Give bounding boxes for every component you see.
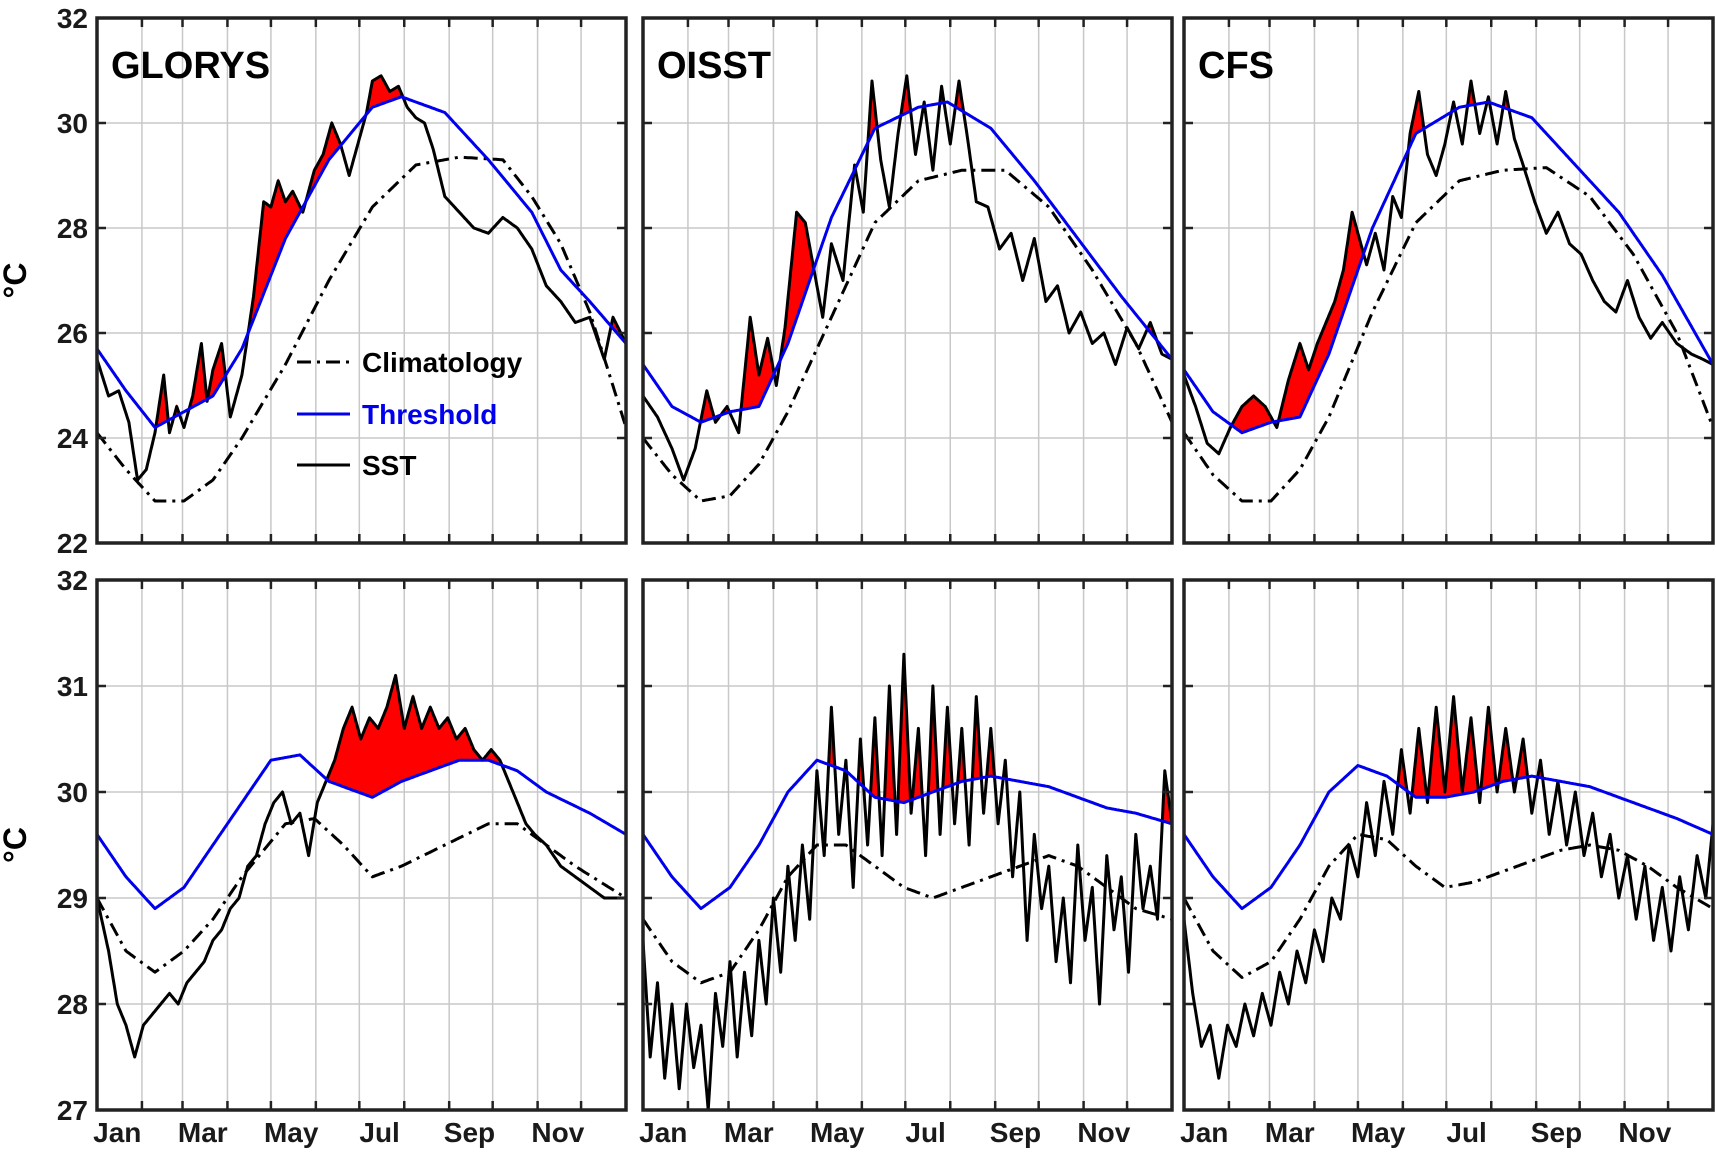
plot-frame	[1182, 578, 1715, 1112]
plot-frame	[1182, 16, 1715, 545]
y-axis-label: °C	[0, 827, 33, 863]
panel-row1-col2: Jan Mar May Jul Sep Nov	[1180, 578, 1715, 1148]
y-tick-label: 32	[57, 565, 88, 596]
grid	[643, 18, 1172, 543]
sst-line	[643, 74, 1172, 482]
grid	[643, 580, 1172, 1110]
x-tick-label: Nov	[531, 1117, 584, 1148]
x-tick-label: Jul	[359, 1117, 399, 1148]
legend: Climatology Threshold SST	[297, 347, 523, 481]
ticks	[1182, 578, 1713, 1112]
x-tick-label: May	[1351, 1117, 1406, 1148]
ticks	[641, 578, 1172, 1112]
threshold-line	[643, 100, 1172, 424]
panel-glorys: 22 24 26 28 30 32 °C GLORYS Climatology Threshold…	[0, 3, 628, 559]
x-tick-label: Mar	[178, 1117, 228, 1148]
x-tick-label: Mar	[1265, 1117, 1315, 1148]
y-tick-label: 30	[57, 108, 88, 139]
sst-line	[1184, 695, 1713, 1080]
panel-title: OISST	[657, 45, 771, 87]
y-tick-label: 30	[57, 777, 88, 808]
x-tick-label: May	[810, 1117, 865, 1148]
legend-label-thr: Threshold	[362, 399, 497, 430]
y-tick-label: 26	[57, 318, 88, 349]
panel-oisst: OISST	[641, 16, 1174, 545]
threshold-line	[1184, 764, 1713, 911]
event-fill-group	[326, 675, 503, 799]
x-tick-label: Jan	[1180, 1117, 1228, 1148]
x-tick-label: Sep	[1531, 1117, 1582, 1148]
climatology-line	[97, 155, 626, 503]
legend-label-clim: Climatology	[362, 347, 523, 378]
panel-title: GLORYS	[111, 45, 270, 87]
ticks	[95, 578, 626, 1112]
sst-line	[97, 74, 626, 482]
threshold-line	[97, 95, 626, 429]
x-tick-label: Sep	[444, 1117, 495, 1148]
grid	[1184, 580, 1713, 1110]
ticks	[95, 16, 626, 545]
x-tick-label: May	[264, 1117, 319, 1148]
threshold-line	[643, 758, 1172, 911]
y-axis-label: °C	[0, 263, 33, 299]
y-tick-label: 22	[57, 528, 88, 559]
y-tick-label: 24	[57, 423, 89, 454]
grid	[1184, 18, 1713, 543]
x-tick-label: Sep	[990, 1117, 1041, 1148]
event-fill	[1278, 211, 1364, 422]
x-tick-label: Nov	[1077, 1117, 1130, 1148]
sst-line	[1184, 79, 1713, 456]
plot-frame	[95, 578, 628, 1112]
x-tick-label: Jul	[905, 1117, 945, 1148]
panel-row1-col0: 27 28 29 30 31 32 °C Jan Mar May Jul Sep Nov	[0, 565, 628, 1148]
sst-line	[643, 652, 1172, 1110]
threshold-line	[1184, 100, 1713, 435]
x-tick-label: Jan	[639, 1117, 687, 1148]
y-tick-label: 28	[57, 213, 88, 244]
y-tick-label: 28	[57, 989, 88, 1020]
climatology-line	[1184, 166, 1713, 503]
climatology-line	[97, 817, 626, 974]
x-tick-label: Nov	[1618, 1117, 1671, 1148]
climatology-line	[1184, 832, 1713, 979]
plot-frame	[95, 16, 628, 545]
threshold-line	[97, 753, 626, 911]
legend-label-sst: SST	[362, 450, 416, 481]
x-tick-label: Jul	[1446, 1117, 1486, 1148]
ticks	[641, 16, 1172, 545]
plot-frame	[641, 578, 1174, 1112]
panel-title: CFS	[1198, 45, 1274, 87]
panel-cfs: CFS	[1182, 16, 1715, 545]
y-tick-label: 32	[57, 3, 88, 34]
plot-frame	[641, 16, 1174, 545]
x-tick-label: Mar	[724, 1117, 774, 1148]
sst-line	[97, 673, 626, 1059]
y-tick-label: 27	[57, 1095, 88, 1126]
y-tick-label: 31	[57, 671, 88, 702]
ticks	[1182, 16, 1713, 545]
grid	[97, 580, 626, 1110]
x-tick-label: Jan	[93, 1117, 141, 1148]
y-tick-label: 29	[57, 883, 88, 914]
panel-row1-col1: Jan Mar May Jul Sep Nov	[639, 578, 1174, 1148]
climatology-line	[643, 168, 1172, 503]
